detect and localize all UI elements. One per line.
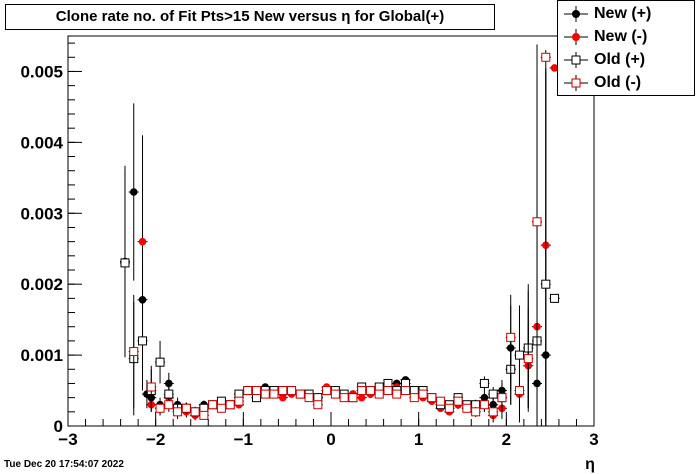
data-point	[462, 403, 472, 413]
legend-label-new-plus: New (+)	[594, 5, 652, 22]
data-point	[138, 237, 147, 246]
data-point	[479, 400, 489, 410]
data-point	[479, 378, 489, 388]
data-point	[164, 389, 174, 399]
y-tick-label: 0.002	[20, 275, 63, 294]
data-point	[514, 350, 524, 360]
data-point	[190, 407, 200, 417]
legend-marker-new-minus	[564, 29, 588, 45]
data-point	[260, 389, 270, 399]
legend-marker-old-plus	[564, 52, 588, 68]
data-point	[357, 386, 367, 396]
data-point	[374, 389, 384, 399]
y-tick-label: 0.005	[20, 62, 63, 81]
data-point	[514, 386, 524, 396]
data-point	[330, 389, 340, 399]
data-point	[138, 336, 148, 346]
data-point	[129, 347, 139, 357]
data-point	[401, 386, 411, 396]
data-point	[541, 52, 551, 62]
data-point	[532, 217, 542, 227]
legend-entry-new-plus: New (+)	[558, 3, 696, 25]
data-point	[155, 403, 165, 413]
data-point	[348, 393, 358, 403]
data-point	[550, 293, 560, 303]
data-point	[278, 386, 288, 396]
data-point	[488, 407, 498, 417]
legend: New (+) New (-) Old (+) Old (-)	[557, 0, 695, 96]
data-point	[313, 400, 323, 410]
legend-entry-old-plus: Old (+)	[558, 49, 696, 71]
y-tick-label: 0.001	[20, 346, 63, 365]
data-point	[173, 407, 183, 417]
data-point	[304, 393, 314, 403]
data-point	[225, 400, 235, 410]
x-tick-label: −3	[58, 430, 77, 449]
data-point	[365, 386, 375, 396]
data-point	[251, 386, 261, 396]
data-point	[146, 382, 156, 392]
data-point	[164, 400, 174, 410]
x-tick-label: 1	[414, 430, 423, 449]
data-point	[234, 396, 244, 406]
timestamp: Tue Dec 20 17:54:07 2022	[4, 459, 124, 470]
data-point	[427, 393, 437, 403]
data-point	[541, 279, 551, 289]
data-point	[322, 386, 332, 396]
data-point	[199, 410, 209, 420]
data-point	[409, 393, 419, 403]
data-point	[550, 64, 559, 72]
legend-label-old-plus: Old (+)	[594, 51, 646, 68]
data-point	[155, 357, 165, 367]
series-3	[128, 44, 551, 420]
data-point	[444, 403, 454, 413]
data-point	[243, 386, 253, 396]
data-point	[488, 389, 498, 399]
series-layer	[119, 44, 560, 426]
data-point	[418, 389, 428, 399]
data-point	[357, 393, 366, 402]
data-point	[497, 393, 507, 403]
data-point	[269, 389, 279, 399]
x-tick-label: −1	[234, 430, 253, 449]
x-axis-label: η	[585, 456, 595, 473]
legend-label-new-minus: New (-)	[594, 28, 648, 45]
y-tick-label: 0.003	[20, 204, 63, 223]
x-tick-label: 3	[589, 430, 598, 449]
tick-labels: −3 −2 −1 0 1 2 3 0 0.001 0.002 0.003 0.004 0.005 η	[20, 62, 598, 473]
data-point	[287, 386, 297, 396]
data-point	[339, 393, 349, 403]
data-point	[392, 389, 402, 399]
data-point	[453, 396, 463, 406]
chart-title: Clone rate no. of Fit Pts>15 New versus …	[5, 4, 495, 30]
data-point	[181, 403, 191, 413]
x-tick-label: 2	[502, 430, 511, 449]
data-point	[471, 407, 481, 417]
data-point	[208, 400, 218, 410]
data-point	[506, 332, 516, 342]
data-point	[129, 188, 138, 196]
y-tick-label: 0.004	[20, 133, 63, 152]
axis-ticks	[67, 42, 595, 427]
legend-label-old-minus: Old (-)	[594, 74, 642, 91]
x-tick-label: −2	[146, 430, 165, 449]
data-point	[383, 386, 393, 396]
y-tick-label: 0	[54, 417, 63, 436]
data-point	[278, 393, 287, 402]
legend-marker-old-minus	[564, 75, 588, 91]
x-tick-label: 0	[326, 430, 335, 449]
data-point	[216, 403, 226, 413]
legend-marker-new-plus	[564, 6, 588, 22]
data-point	[523, 354, 533, 364]
data-point	[120, 258, 130, 268]
legend-entry-new-minus: New (-)	[558, 26, 696, 48]
data-point	[436, 396, 446, 406]
data-point	[295, 389, 305, 399]
legend-entry-old-minus: Old (-)	[558, 72, 696, 94]
